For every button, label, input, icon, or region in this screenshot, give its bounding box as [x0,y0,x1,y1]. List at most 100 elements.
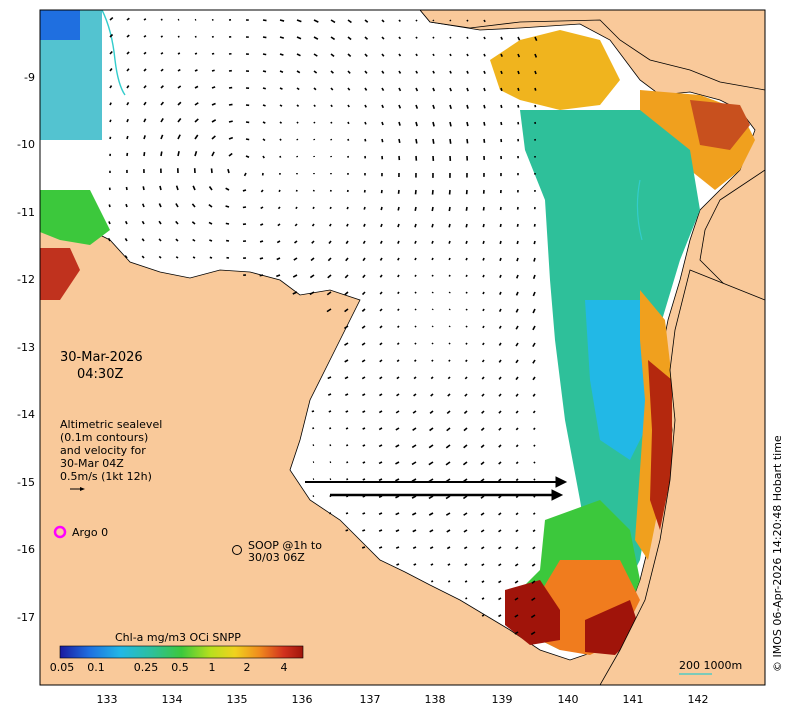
velocity-arrow [280,20,284,21]
velocity-arrow [330,224,331,226]
x-tick-label: 133 [97,693,118,706]
velocity-arrow [161,53,163,54]
velocity-arrow [517,241,518,244]
velocity-arrow [450,139,451,144]
velocity-arrow [483,207,484,210]
time-label: 04:30Z [77,367,123,382]
velocity-arrow [416,20,417,21]
velocity-arrow [362,547,365,548]
velocity-arrow [518,105,519,108]
velocity-arrow [143,186,144,190]
velocity-arrow [109,221,110,224]
velocity-arrow [415,207,416,211]
velocity-arrow [312,411,314,412]
velocity-arrow [109,205,110,207]
velocity-arrow [516,462,518,464]
legend-line: 0.5m/s (1kt 12h) [60,470,152,483]
velocity-arrow [517,224,518,227]
velocity-arrow [379,513,382,514]
velocity-arrow [398,224,399,227]
velocity-arrow [297,105,299,106]
velocity-arrow [449,309,450,310]
x-tick-label: 137 [360,693,381,706]
velocity-arrow [379,530,382,531]
x-tick-label: 135 [227,693,248,706]
velocity-arrow [365,122,366,124]
velocity-arrow [467,122,468,126]
velocity-arrow [263,156,264,158]
velocity-arrow [433,71,434,73]
velocity-arrow [399,139,400,143]
velocity-arrow [432,292,433,293]
velocity-arrow [210,257,212,258]
velocity-arrow [396,547,399,548]
velocity-arrow [467,37,468,39]
x-tick-label: 141 [623,693,644,706]
velocity-arrow [416,139,417,143]
velocity-arrow [212,53,214,54]
velocity-arrow [365,105,366,107]
velocity-arrow [415,241,416,244]
velocity-arrow [195,53,197,54]
y-tick-label: -11 [17,206,35,219]
velocity-arrow [501,54,502,57]
velocity-arrow [534,241,535,244]
velocity-arrow [414,564,416,565]
velocity-arrow [432,343,433,344]
velocity-arrow [178,53,180,54]
velocity-arrow [176,257,178,258]
velocity-arrow [346,428,348,429]
colorbar-tick: 1 [209,661,216,674]
velocity-arrow [260,224,263,225]
velocity-arrow [484,88,485,91]
velocity-arrow [263,105,266,106]
velocity-arrow [500,241,501,244]
velocity-arrow [398,241,399,244]
velocity-arrow [331,122,332,123]
velocity-arrow [280,71,283,72]
y-tick-label: -9 [24,71,35,84]
velocity-arrow [399,20,400,21]
velocity-arrow [433,20,434,21]
velocity-arrow [144,152,145,156]
chl-west-top [40,10,80,40]
velocity-arrow [535,71,536,74]
velocity-arrow [260,241,263,242]
velocity-arrow [280,37,284,38]
velocity-arrow [450,122,451,126]
velocity-arrow [467,105,468,109]
velocity-arrow [144,135,145,139]
velocity-arrow [465,564,467,565]
velocity-arrow [280,156,281,158]
velocity-arrow [346,530,348,531]
velocity-arrow [449,326,450,327]
colorbar-gradient [60,646,303,658]
velocity-arrow [280,122,282,123]
velocity-arrow [432,275,433,276]
velocity-arrow [346,411,348,412]
velocity-arrow [381,207,382,210]
velocity-arrow [484,37,485,39]
velocity-arrow [398,309,399,310]
velocity-arrow [466,360,467,362]
velocity-arrow [212,70,215,71]
velocity-arrow [313,207,314,209]
velocity-arrow [415,309,416,310]
velocity-arrow [127,119,128,122]
velocity-arrow [280,105,282,106]
velocity-arrow [209,240,212,241]
velocity-arrow [127,136,128,139]
velocity-arrow [314,122,315,123]
velocity-arrow [449,343,450,344]
velocity-arrow [243,207,246,208]
velocity-arrow [415,360,416,361]
velocity-arrow [347,224,348,226]
velocity-arrow [398,258,399,260]
colorbar-tick: 0.25 [134,661,159,674]
velocity-arrow [161,19,162,20]
velocity-arrow [467,71,468,74]
y-axis: -9 -10 -11 -12 -13 -14 -15 -16 -17 [17,71,35,624]
argo-label: Argo 0 [72,526,108,539]
